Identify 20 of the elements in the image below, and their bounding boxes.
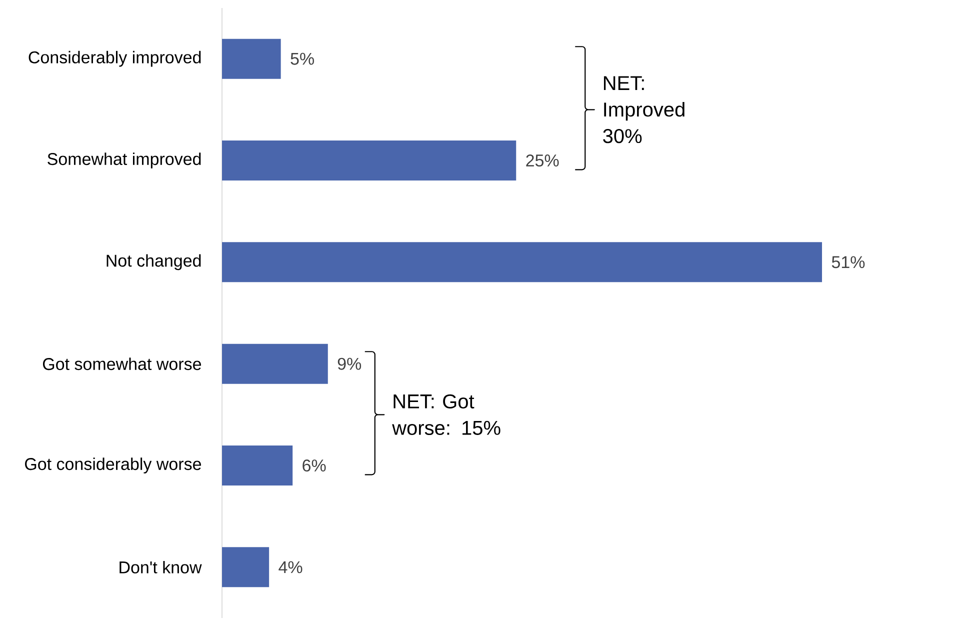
data-label: 5% xyxy=(290,52,314,65)
y-tick-label: Considerably improved xyxy=(28,50,201,67)
data-label: 9% xyxy=(338,358,362,370)
y-tick-label: Don't know xyxy=(120,560,202,574)
bar xyxy=(222,547,270,588)
bar xyxy=(222,38,281,79)
bar xyxy=(222,344,328,384)
annotation: NET: Improved 30% xyxy=(603,76,684,144)
bar xyxy=(222,446,293,486)
y-tick-label: Got considerably worse xyxy=(25,458,202,474)
y-tick-label: Got somewhat worse xyxy=(42,358,202,370)
data-label: 51% xyxy=(832,256,865,268)
y-tick-label: Somewhat improved xyxy=(48,152,201,168)
y-tick-label: Not changed xyxy=(106,254,201,270)
bar xyxy=(222,140,516,181)
data-label: 6% xyxy=(302,459,326,472)
annotation: NET: Got worse: 15% xyxy=(392,394,500,435)
bar xyxy=(222,242,822,282)
data-label: 4% xyxy=(278,561,302,574)
data-label: 25% xyxy=(526,154,559,167)
